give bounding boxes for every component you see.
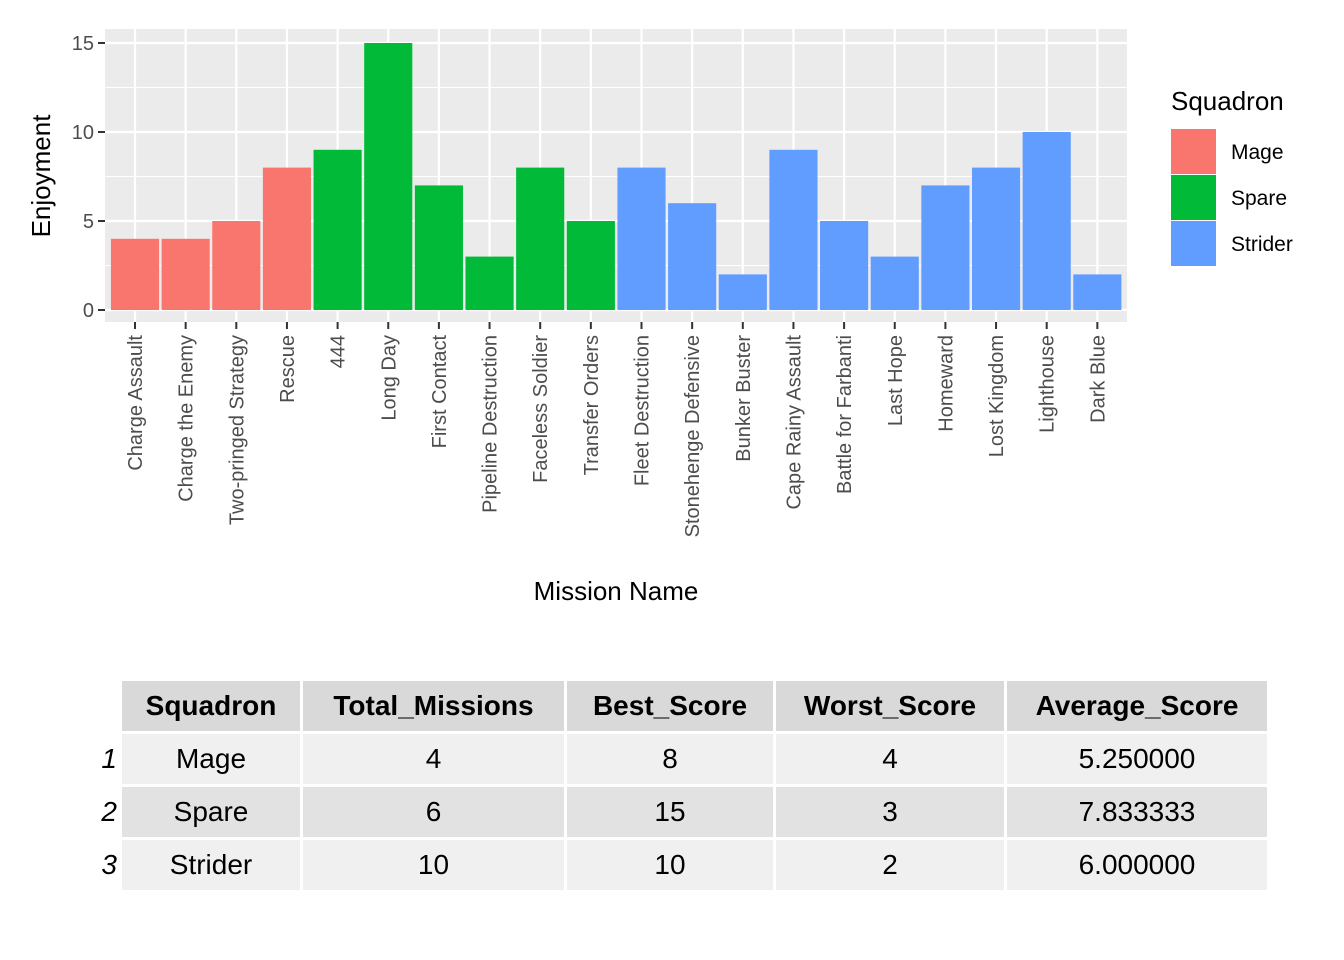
- x-tick-label: Lost Kingdom: [986, 335, 1008, 457]
- cell-average-score: 7.833333: [1007, 787, 1267, 837]
- bar: [212, 221, 261, 310]
- cell-total-missions: 10: [303, 840, 564, 890]
- x-tick-label: 444: [328, 335, 350, 368]
- legend-label: Strider: [1231, 233, 1293, 256]
- bars: [110, 43, 1122, 310]
- cell-average-score: 6.000000: [1007, 840, 1267, 890]
- bar: [921, 185, 970, 310]
- x-tick-label: Two-pringed Strategy: [226, 335, 248, 525]
- cell-average-score: 5.250000: [1007, 734, 1267, 784]
- summary-table: Squadron Total_Missions Best_Score Worst…: [88, 678, 1270, 893]
- cell-best-score: 15: [567, 787, 773, 837]
- table-row: 2 Spare 6 15 3 7.833333: [91, 787, 1267, 837]
- x-tick-label: Charge Assault: [125, 335, 147, 471]
- cell-squadron: Mage: [122, 734, 300, 784]
- bar: [1073, 274, 1122, 310]
- x-tick-label: Long Day: [378, 335, 400, 421]
- bar: [566, 221, 615, 310]
- legend-label: Mage: [1231, 141, 1284, 164]
- row-number: 1: [101, 743, 117, 774]
- y-tick-label: 0: [83, 300, 94, 322]
- bar: [313, 149, 362, 310]
- cell-worst-score: 4: [776, 734, 1004, 784]
- y-axis-title: Enjoyment: [26, 114, 56, 238]
- x-axis: Charge Assault Charge the Enemy Two-pringe…: [125, 322, 1109, 537]
- x-tick-label: Battle for Farbanti: [834, 335, 856, 494]
- header-average-score: Average_Score: [1007, 681, 1267, 731]
- bar: [516, 167, 565, 310]
- header-worst-score: Worst_Score: [776, 681, 1004, 731]
- table-header-row: Squadron Total_Missions Best_Score Worst…: [91, 681, 1267, 731]
- legend-key: [1171, 221, 1216, 266]
- x-tick-label: Lighthouse: [1037, 335, 1059, 433]
- bar: [161, 238, 210, 310]
- cell-total-missions: 4: [303, 734, 564, 784]
- header-best-score: Best_Score: [567, 681, 773, 731]
- y-axis: 0 5 10 15: [72, 33, 105, 322]
- table-corner-cell: [91, 681, 119, 731]
- cell-squadron: Strider: [122, 840, 300, 890]
- x-tick-label: Dark Blue: [1087, 335, 1109, 423]
- cell-worst-score: 3: [776, 787, 1004, 837]
- header-total-missions: Total_Missions: [303, 681, 564, 731]
- bar-chart: 0 5 10 15 Charge Assault Charge the Enemy Two…: [26, 29, 1293, 606]
- x-tick-label: Cape Rainy Assault: [783, 335, 805, 510]
- x-tick-label: Homeward: [935, 335, 957, 432]
- bar: [668, 203, 717, 310]
- table-row: 1 Mage 4 8 4 5.250000: [91, 734, 1267, 784]
- row-number: 3: [101, 849, 117, 880]
- bar: [364, 43, 413, 310]
- legend-label: Spare: [1231, 187, 1287, 210]
- y-tick-label: 10: [72, 122, 94, 144]
- x-tick-label: Pipeline Destruction: [480, 335, 502, 513]
- legend-title: Squadron: [1171, 86, 1284, 116]
- cell-best-score: 10: [567, 840, 773, 890]
- bar: [718, 274, 767, 310]
- legend-key: [1171, 175, 1216, 220]
- x-tick-label: First Contact: [429, 335, 451, 449]
- header-squadron: Squadron: [122, 681, 300, 731]
- cell-worst-score: 2: [776, 840, 1004, 890]
- bar: [262, 167, 312, 310]
- bar: [465, 256, 514, 310]
- x-tick-label: Fleet Destruction: [632, 335, 654, 486]
- bar: [414, 185, 463, 310]
- row-number: 2: [101, 796, 117, 827]
- x-tick-label: Bunker Buster: [733, 335, 755, 462]
- bar: [110, 238, 160, 310]
- x-axis-title: Mission Name: [534, 576, 699, 606]
- cell-best-score: 8: [567, 734, 773, 784]
- bar: [1022, 132, 1071, 310]
- bar: [870, 256, 919, 310]
- x-tick-label: Stonehenge Defensive: [682, 335, 704, 537]
- cell-total-missions: 6: [303, 787, 564, 837]
- y-tick-label: 5: [83, 211, 94, 233]
- legend-key: [1171, 129, 1216, 174]
- x-tick-label: Last Hope: [885, 335, 907, 426]
- x-tick-label: Rescue: [277, 335, 299, 403]
- y-tick-label: 15: [72, 33, 94, 55]
- x-tick-label: Charge the Enemy: [176, 335, 198, 502]
- bar: [820, 221, 869, 310]
- table-row: 3 Strider 10 10 2 6.000000: [91, 840, 1267, 890]
- cell-squadron: Spare: [122, 787, 300, 837]
- bar: [971, 167, 1021, 310]
- x-tick-label: Transfer Orders: [581, 335, 603, 475]
- legend: Squadron Mage Spare Strider: [1171, 86, 1293, 266]
- x-tick-label: Faceless Soldier: [530, 335, 552, 483]
- bar: [617, 167, 666, 310]
- bar: [769, 149, 818, 310]
